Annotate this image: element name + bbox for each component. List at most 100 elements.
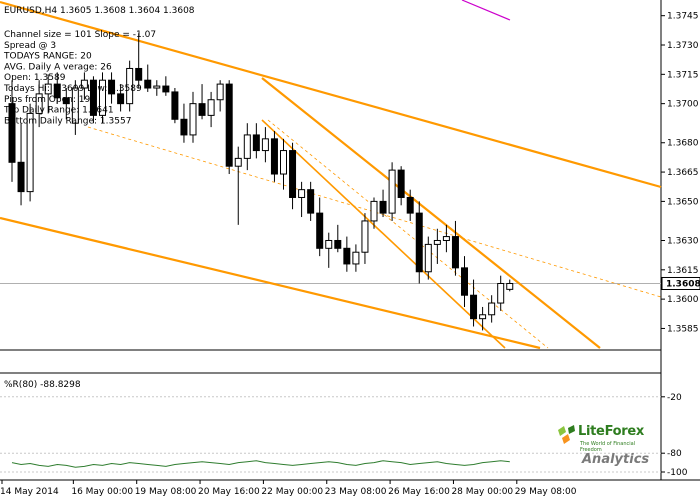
candle-body <box>216 83 224 101</box>
time-tick-label: 16 May 00:00 <box>71 487 133 497</box>
channel-line-6 <box>87 126 662 298</box>
candle <box>325 232 333 268</box>
candle-body <box>117 93 125 105</box>
info-line: Open: 1.3589 <box>4 73 66 83</box>
candle-body <box>406 196 414 214</box>
candle-body <box>488 302 496 316</box>
candle <box>189 91 197 143</box>
candle-body <box>207 99 215 116</box>
channel-line-1 <box>0 0 662 189</box>
candle-body <box>343 247 351 265</box>
candle <box>379 189 387 218</box>
candle-body <box>234 157 242 167</box>
candle-body <box>451 236 459 269</box>
candle <box>26 103 34 202</box>
candle-body <box>506 282 514 290</box>
candle <box>334 224 342 253</box>
candle <box>415 201 423 284</box>
candle-body <box>189 103 197 136</box>
candle <box>461 256 468 307</box>
indicator-tick-label: -20 <box>667 393 682 403</box>
indicator-label: %R(80) -88.8298 <box>4 380 81 390</box>
candle-body <box>479 314 487 320</box>
candle-body <box>370 200 378 222</box>
logo-subtitle: Analytics <box>582 452 650 467</box>
candle <box>162 76 170 96</box>
candle-body <box>99 79 106 116</box>
symbol-label: EURUSD,H4 1.3605 1.3608 1.3604 1.3608 <box>4 6 195 16</box>
price-tick-label: 1.3745 <box>667 12 699 22</box>
candle <box>35 80 43 128</box>
candle-body <box>307 189 315 214</box>
liteforex-mark-icon <box>558 425 575 444</box>
candle <box>126 60 134 112</box>
candle <box>198 84 206 120</box>
candle <box>216 80 224 112</box>
info-line: Todays Hi: 1.3609 Low: 1.3589 <box>3 84 142 94</box>
indicator-tick-label: -100 <box>667 468 688 478</box>
channel-line-3 <box>261 77 601 349</box>
info-line: Top Daily Range: 1.3641 <box>3 106 114 116</box>
candle-body <box>53 83 61 99</box>
candle <box>442 224 450 253</box>
candle <box>8 80 16 182</box>
candle <box>53 72 61 104</box>
info-line: TODAYS RANGE: 20 <box>3 52 92 62</box>
time-tick-label: 19 May 08:00 <box>135 487 197 497</box>
candle-body <box>108 79 116 95</box>
price-tick-label: 1.3615 <box>667 266 699 276</box>
candle <box>289 142 297 210</box>
logo-tagline: The World of Financial Freedom <box>580 441 636 453</box>
indicator-line <box>11 460 510 468</box>
candle <box>361 213 369 264</box>
candle-body <box>415 212 423 273</box>
info-line: Pips from Open: 19 <box>4 95 90 105</box>
candle-body <box>252 134 260 152</box>
info-line: Spread @ 3 <box>4 41 56 51</box>
candle-body <box>442 236 450 241</box>
candle <box>406 189 414 221</box>
candle <box>180 103 188 143</box>
price-tick-label: 1.3600 <box>667 295 699 305</box>
info-line: Channel size = 101 Slope = -1.07 <box>4 30 156 40</box>
time-tick-label: 14 May 2014 <box>0 487 59 497</box>
candle-body <box>17 161 25 193</box>
candle-body <box>62 97 70 105</box>
price-tick-label: 1.3665 <box>667 168 699 178</box>
candle <box>71 80 79 135</box>
indicator-tick-label: -80 <box>667 449 682 459</box>
candle-body <box>397 169 405 198</box>
candle <box>424 236 432 280</box>
candle <box>234 146 242 225</box>
candle <box>397 166 405 206</box>
magenta-line <box>461 0 511 21</box>
candle <box>343 236 351 272</box>
candle <box>153 80 161 96</box>
candle-body <box>433 239 441 245</box>
candle-body <box>198 103 206 116</box>
candle-body <box>144 79 152 89</box>
candle <box>99 72 106 124</box>
candle <box>225 80 233 175</box>
price-axis: 1.3745 1.3730 1.3715 1.3700 1.3680 1.3665 1.36… <box>661 12 700 334</box>
candle <box>470 279 478 327</box>
price-tick-label: 1.3680 <box>667 139 699 149</box>
current-price-box <box>661 276 700 290</box>
candle <box>497 275 505 311</box>
candle <box>316 197 324 257</box>
candle-body <box>171 91 179 120</box>
candle <box>298 181 306 218</box>
channel-line-4 <box>261 119 506 349</box>
candle-body <box>135 67 143 81</box>
candle <box>243 123 251 171</box>
candle <box>62 88 70 120</box>
time-tick-label: 22 May 00:00 <box>261 487 323 497</box>
candle-body <box>225 83 233 167</box>
time-tick-label: 23 May 08:00 <box>325 487 387 497</box>
candle-body <box>243 134 251 159</box>
candle <box>280 138 287 190</box>
candle-body <box>289 150 297 198</box>
